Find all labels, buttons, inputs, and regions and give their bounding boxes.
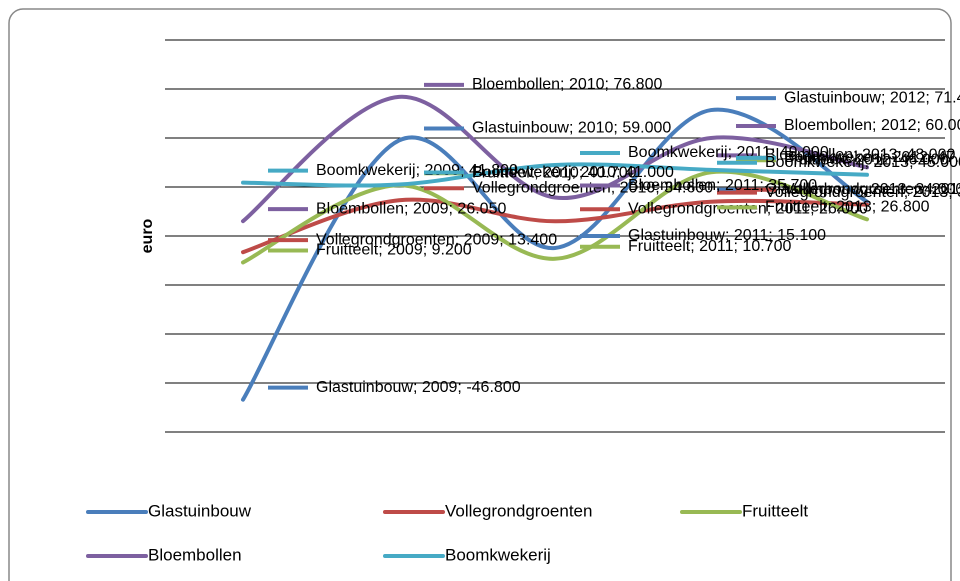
data-label: Fruitteelt; 2010; 40.700 (472, 165, 637, 182)
data-label: Boomkwekerij; 2013; 45.000 (765, 154, 960, 171)
chart-frame (8, 8, 952, 581)
data-label: Glastuinbouw; 2013; 34.000 (765, 181, 960, 198)
data-label: Fruitteelt; 2013; 26.800 (765, 199, 930, 216)
data-label: Glastuinbouw; 2011; 15.100 (628, 227, 826, 244)
legend-label: Glastuinbouw (148, 501, 252, 520)
legend-label: Vollegrondgroenten (445, 501, 592, 520)
legend-label: Fruitteelt (742, 501, 808, 520)
series-line (241, 107, 869, 402)
data-label: Vollegrondgroenten; 2010; 34.600 (472, 179, 713, 196)
data-label: Vollegrondgroenten; 2009; 13.400 (316, 231, 557, 248)
data-label: Boomkwekerij; 2011; 49.000 (628, 144, 829, 161)
series-line (241, 197, 869, 255)
legend-label: Boomkwekerij (445, 545, 551, 564)
legend-label: Bloembollen (148, 545, 242, 564)
y-axis-label: euro (139, 218, 156, 253)
series-line (241, 169, 869, 265)
data-label: Bloembollen; 2012; 60.000 (784, 117, 960, 134)
data-label: Bloembollen; 2013; 48.000 (765, 147, 955, 164)
data-label: Glastuinbouw; 2012; 71.400 (784, 89, 960, 106)
data-label: Boomkwekerij; 2012; 47.000 (784, 149, 960, 166)
data-label: Glastuinbouw; 2010; 59.000 (472, 120, 671, 137)
data-label: Vollegrondgroenten; 2013; 32.800 (765, 184, 960, 201)
data-label: Bloembollen; 2010; 76.800 (472, 76, 662, 93)
data-label: Bloembollen; 2011; 35.700 (628, 177, 817, 194)
data-label: Boomkwekerij; 2009; 41.800 (316, 162, 518, 179)
data-label: Fruitteelt; 2012; 46.000 (784, 152, 949, 169)
data-label: Glastuinbouw; 2009; -46.800 (316, 379, 521, 396)
data-label: Bloembollen; 2009; 26.050 (316, 200, 506, 217)
data-label: Boomkwekerij; 2010; 41.000 (472, 164, 674, 181)
data-label: Fruitteelt; 2009; 9.200 (316, 242, 472, 259)
data-label: Fruitteelt; 2011; 10.700 (628, 238, 791, 255)
series-line (241, 162, 869, 188)
data-label: Vollegrondgroenten; 2012; 34.000 (784, 181, 960, 198)
series-line (241, 94, 869, 224)
